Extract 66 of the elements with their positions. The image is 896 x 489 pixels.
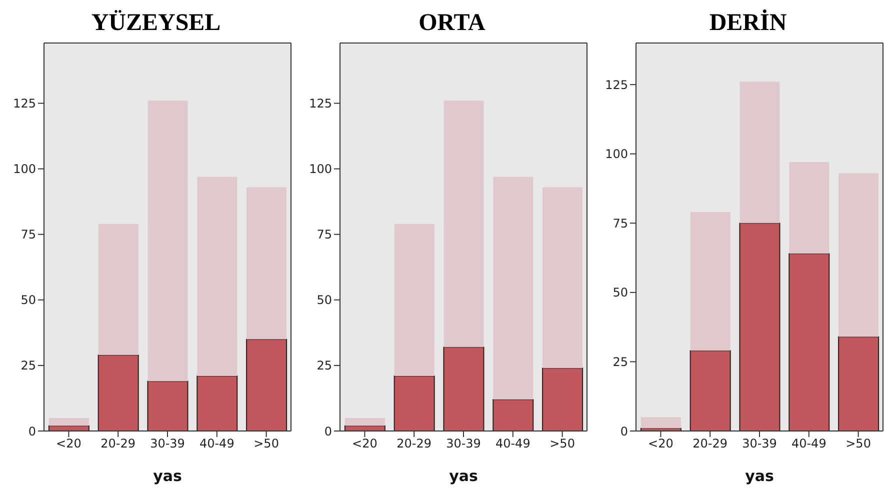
- bar: [196, 375, 238, 431]
- bar: [542, 187, 583, 368]
- y-tick-label: 25: [20, 358, 36, 373]
- bar: [246, 187, 287, 340]
- x-tick-label: <20: [352, 436, 378, 451]
- bar: [394, 375, 435, 431]
- y-tick-label: 100: [309, 162, 332, 176]
- bar: [148, 100, 188, 382]
- x-tick-label: 40-49: [495, 436, 530, 451]
- x-tick-label: >50: [846, 436, 871, 451]
- chart-title: ORTA: [418, 9, 486, 38]
- x-tick-label: <20: [648, 436, 674, 451]
- y-tick-label: 0: [324, 424, 332, 438]
- bar: [48, 418, 89, 426]
- y-tick-label: 125: [13, 96, 36, 111]
- y-tick-label: 0: [620, 424, 628, 438]
- chart-title: DERİN: [708, 8, 788, 38]
- bar: [197, 176, 238, 376]
- y-tick-label: 100: [13, 162, 36, 176]
- x-tick-label: 30-39: [742, 436, 777, 451]
- y-tick-label: 50: [316, 293, 332, 308]
- x-tick-label: 20-29: [692, 436, 728, 451]
- y-tick-label: 125: [605, 78, 628, 92]
- y-tick-label: 0: [28, 424, 36, 438]
- bar: [788, 253, 830, 431]
- bar: [443, 346, 484, 431]
- bar: [98, 354, 139, 431]
- bar: [838, 336, 880, 431]
- x-tick-label: >50: [550, 436, 575, 451]
- x-tick-label: 30-39: [150, 436, 185, 451]
- x-tick-label: 40-49: [791, 436, 826, 451]
- x-tick-label: 30-39: [446, 436, 481, 451]
- y-tick-label: 25: [612, 354, 628, 369]
- x-tick-label: >50: [254, 436, 279, 451]
- bar: [394, 224, 434, 376]
- bar: [344, 418, 385, 426]
- y-tick-label: 75: [20, 228, 36, 242]
- x-axis-title: yas: [153, 467, 182, 485]
- bar: [147, 380, 188, 431]
- y-tick-label: 100: [605, 147, 628, 162]
- y-tick-label: 75: [316, 228, 332, 242]
- y-tick-label: 25: [316, 358, 332, 373]
- y-tick-label: 50: [20, 293, 36, 308]
- bar: [98, 224, 138, 355]
- bar: [492, 399, 534, 431]
- x-axis-title: yas: [449, 467, 478, 485]
- bar: [789, 162, 830, 254]
- bar: [690, 212, 730, 351]
- x-tick-label: <20: [56, 436, 82, 451]
- bar: [493, 176, 534, 400]
- bar: [542, 368, 584, 431]
- x-axis-title: yas: [745, 467, 774, 485]
- bar: [690, 350, 731, 431]
- y-tick-label: 50: [612, 286, 628, 300]
- x-tick-label: 20-29: [396, 436, 432, 451]
- chart-title: YÜZEYSEL: [90, 9, 222, 38]
- bar: [838, 173, 879, 337]
- bar: [246, 338, 288, 431]
- y-tick-label: 125: [309, 96, 332, 111]
- bar: [740, 82, 780, 224]
- bar: [739, 222, 780, 431]
- x-tick-label: 40-49: [199, 436, 234, 451]
- bar: [640, 417, 681, 428]
- x-tick-label: 20-29: [100, 436, 136, 451]
- y-tick-label: 75: [612, 216, 628, 230]
- bar: [444, 100, 484, 348]
